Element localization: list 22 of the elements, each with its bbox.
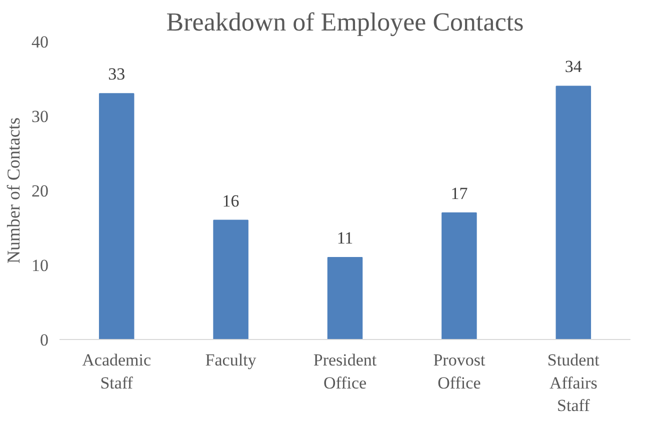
data-label: 17 — [450, 184, 468, 203]
chart-title: Breakdown of Employee Contacts — [166, 8, 524, 36]
data-label: 16 — [222, 191, 240, 210]
x-tick-label: President Office — [313, 350, 377, 392]
bar — [98, 93, 134, 340]
y-tick-label: 10 — [32, 256, 48, 275]
data-label: 33 — [108, 64, 126, 84]
data-label: 34 — [564, 57, 582, 76]
data-label: 11 — [336, 228, 354, 248]
bar — [327, 257, 363, 340]
bar — [442, 212, 477, 340]
y-tick-label: 0 — [40, 330, 48, 350]
y-tick-label: 20 — [32, 182, 48, 200]
bar — [556, 86, 592, 340]
x-tick-label: Provost Office — [433, 350, 486, 392]
y-tick-label: 40 — [32, 32, 48, 52]
x-tick-label: Faculty — [205, 350, 257, 370]
y-axis-title: Number of Contacts — [4, 118, 24, 264]
x-tick-label: Student Affairs Staff — [547, 350, 600, 416]
x-tick-label: Academic Staff — [82, 350, 152, 392]
bar — [213, 220, 248, 340]
y-tick-label: 30 — [32, 107, 48, 126]
